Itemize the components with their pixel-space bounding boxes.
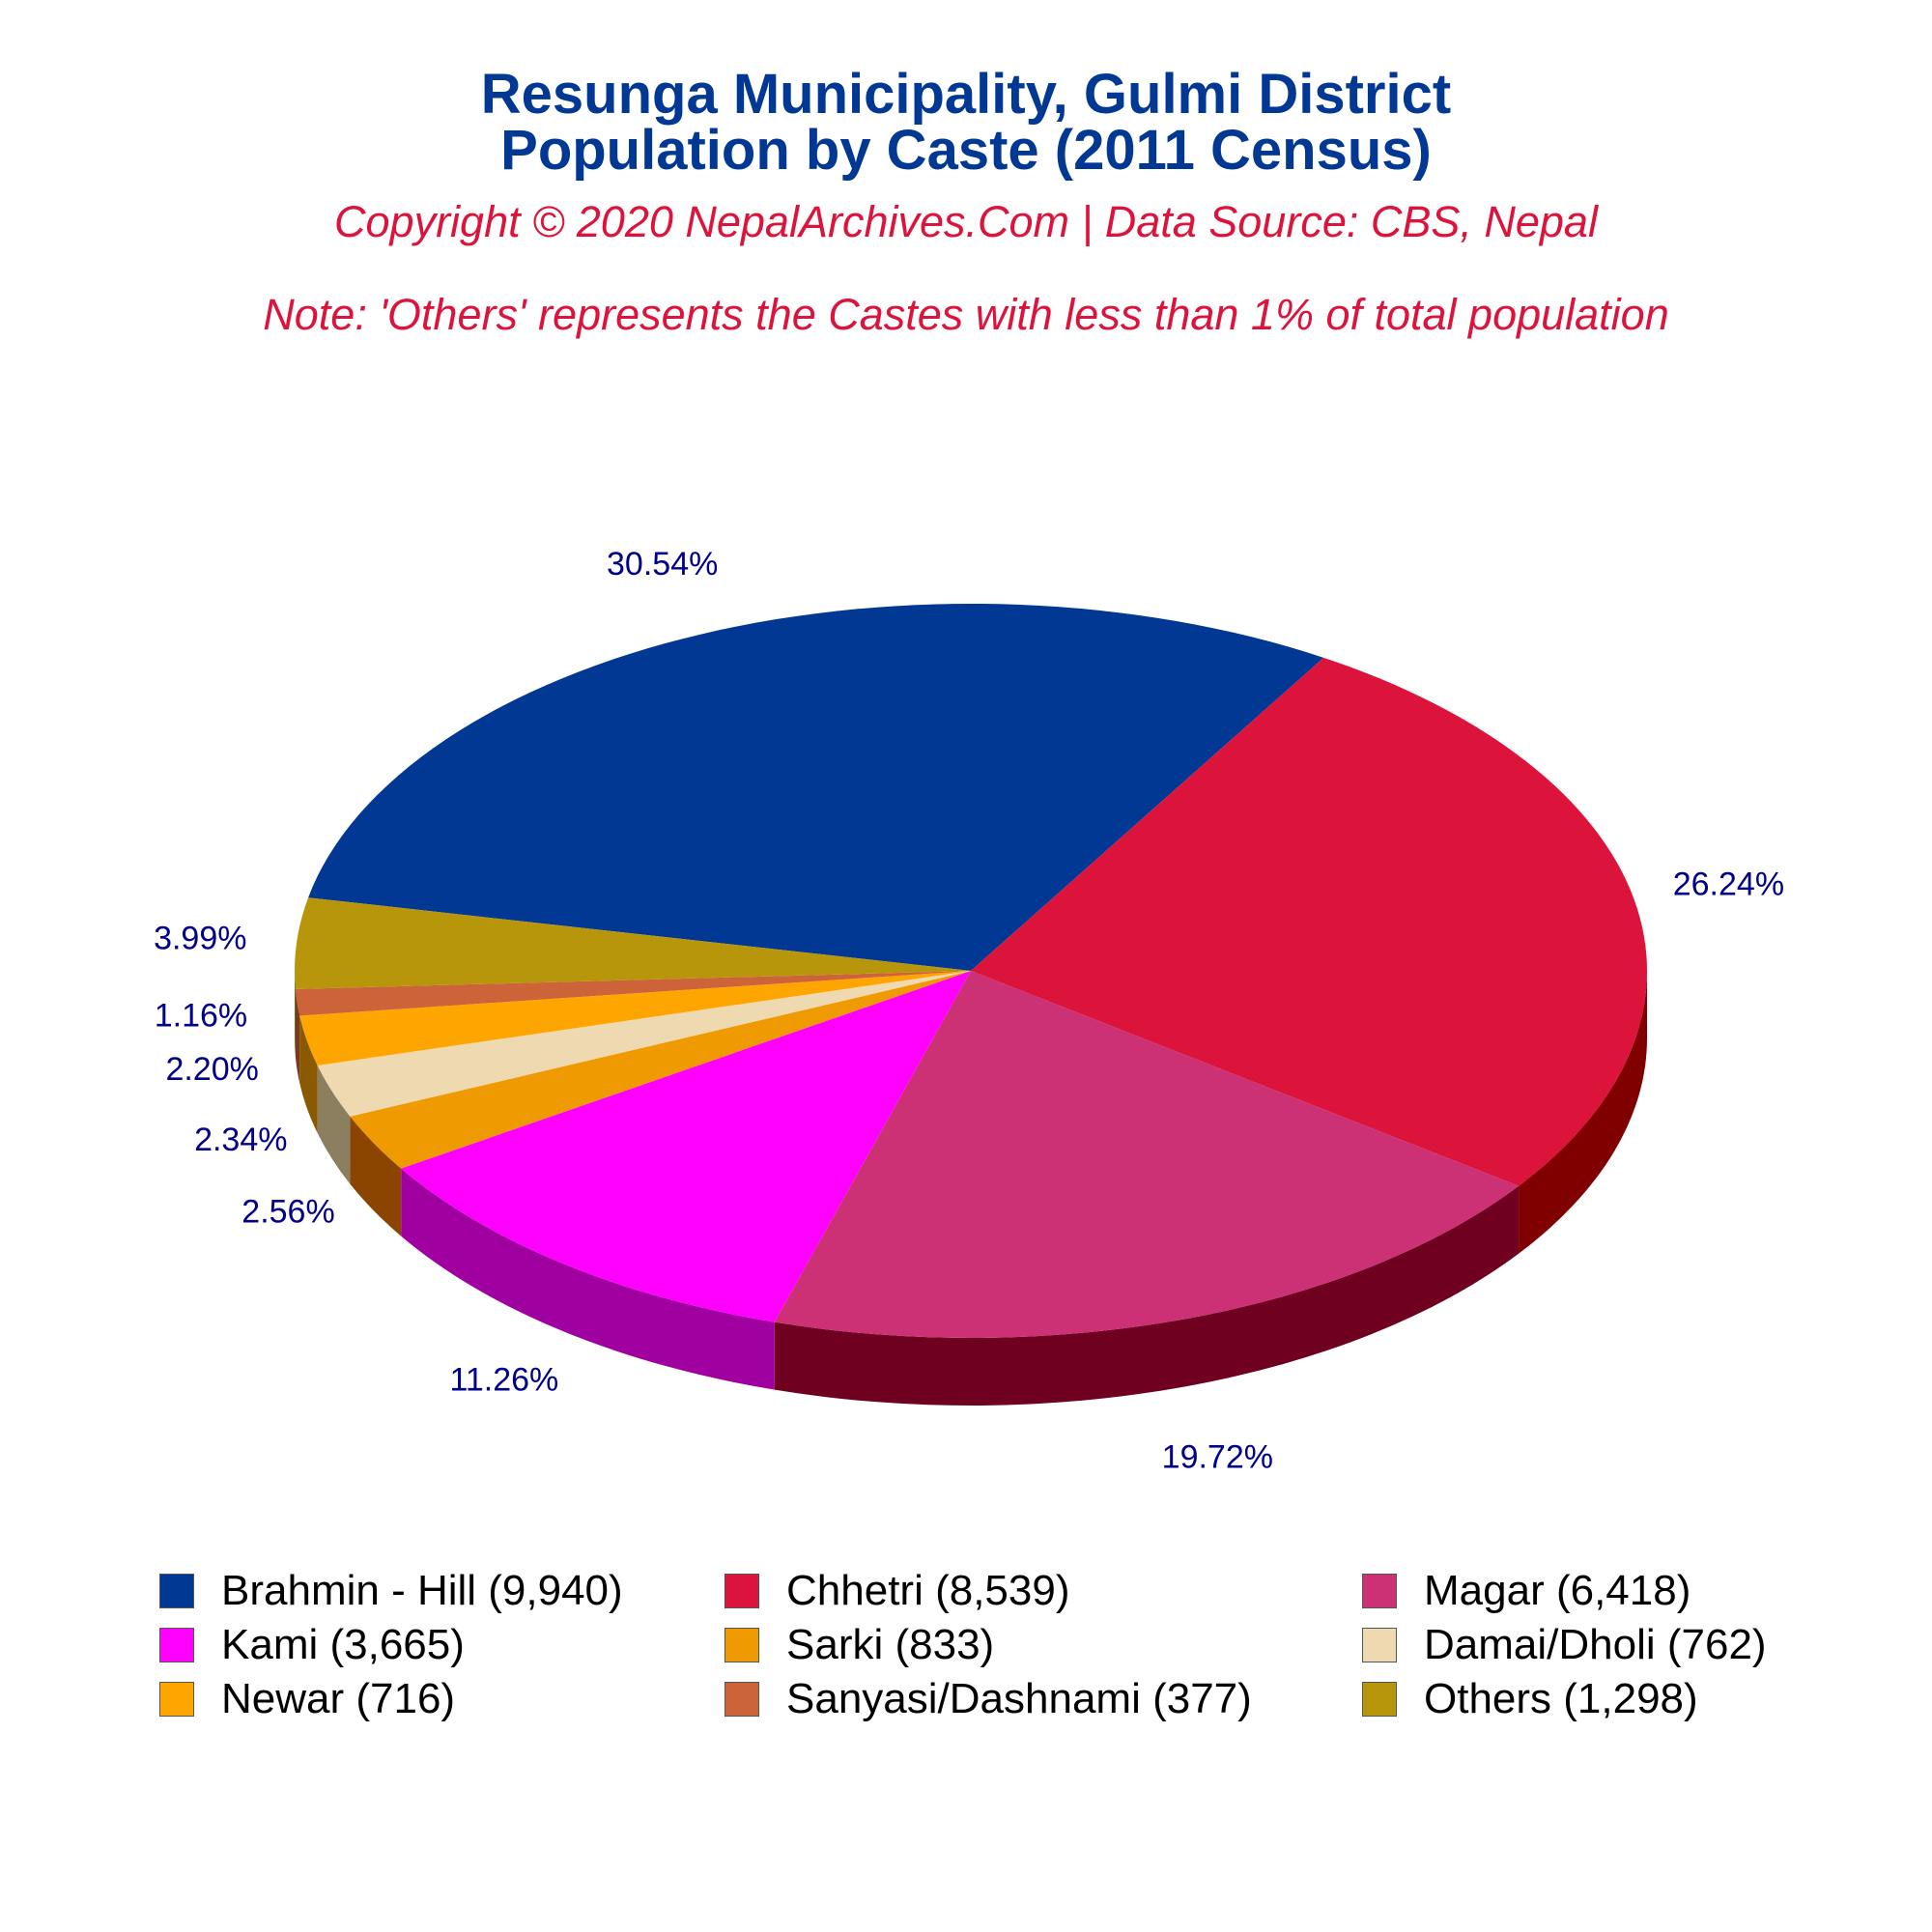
legend-swatch (159, 1628, 194, 1662)
pie-slice-brahmin-hill (308, 604, 1324, 971)
pct-label-others: 3.99% (154, 920, 246, 956)
pie-slice-kami (401, 971, 971, 1322)
pie-slice-sanyasi-dashnami (295, 971, 971, 1016)
legend-item: Damai/Dholi (762) (1362, 1619, 1767, 1671)
pie-chart: 30.54% 26.24% 19.72% 11.26% 2.56% 2.34% 2.20% 1… (154, 546, 1784, 1475)
chart-title-line1: Resunga Municipality, Gulmi District (480, 63, 1452, 126)
pct-label-chhetri: 26.24% (1673, 867, 1784, 903)
pct-label-brahmin-hill: 30.54% (607, 546, 718, 582)
legend-item: Others (1,298) (1362, 1673, 1698, 1725)
legend-item: Sanyasi/Dashnami (377) (724, 1673, 1252, 1725)
legend-label: Magar (6,418) (1424, 1567, 1691, 1614)
legend-label: Chhetri (8,539) (786, 1567, 1070, 1614)
legend-label: Damai/Dholi (762) (1424, 1621, 1767, 1668)
pie-side-damai-dholi (317, 1065, 351, 1184)
pie-slice-newar (299, 971, 971, 1065)
legend-swatch (724, 1628, 759, 1662)
legend-label: Others (1,298) (1424, 1675, 1698, 1722)
pct-label-sanyasi-dashnami: 1.16% (155, 998, 247, 1035)
pct-label-kami: 11.26% (449, 1361, 558, 1398)
pie-side-chhetri (1519, 971, 1647, 1254)
pie-side-newar (299, 1015, 318, 1133)
pie-slice-sarki (350, 971, 971, 1169)
pie-slice-others (295, 897, 971, 989)
pie-slice-chhetri (971, 657, 1647, 1186)
legend-item: Chhetri (8,539) (724, 1565, 1069, 1617)
legend-label: Newar (716) (221, 1675, 456, 1722)
pie-slice-magar (774, 971, 1520, 1339)
pie-side-sanyasi-dashnami (295, 988, 300, 1084)
legend-item: Newar (716) (159, 1673, 455, 1725)
pct-label-magar: 19.72% (1162, 1438, 1273, 1475)
legend-label: Sarki (833) (786, 1621, 995, 1668)
pct-label-sarki: 2.56% (242, 1194, 334, 1231)
pct-label-damai-dholi: 2.34% (194, 1122, 287, 1158)
legend-item: Brahmin - Hill (9,940) (159, 1565, 623, 1617)
legend-swatch (159, 1682, 194, 1717)
pie-side-others (295, 971, 296, 1057)
pct-label-newar: 2.20% (165, 1051, 258, 1088)
legend-swatch (724, 1682, 759, 1717)
legend-swatch (1362, 1628, 1397, 1662)
legend-swatch (1362, 1574, 1397, 1608)
legend-item: Kami (3,665) (159, 1619, 465, 1671)
legend-swatch (1362, 1682, 1397, 1717)
copyright-text: Copyright © 2020 NepalArchives.Com | Dat… (334, 197, 1598, 246)
pie-side-sarki (350, 1116, 402, 1236)
legend-item: Sarki (833) (724, 1619, 994, 1671)
pie-slice-damai-dholi (317, 971, 971, 1117)
note-text: Note: 'Others' represents the Castes wit… (263, 290, 1669, 339)
legend-swatch (724, 1574, 759, 1608)
legend-label: Sanyasi/Dashnami (377) (786, 1675, 1252, 1722)
pie-side-kami (401, 1168, 775, 1390)
legend-label: Kami (3,665) (221, 1621, 465, 1668)
legend-swatch (159, 1574, 194, 1608)
legend-label: Brahmin - Hill (9,940) (221, 1567, 623, 1614)
pie-side-magar (774, 1185, 1520, 1406)
legend-item: Magar (6,418) (1362, 1565, 1690, 1617)
chart-title-line2: Population by Caste (2011 Census) (500, 119, 1432, 182)
